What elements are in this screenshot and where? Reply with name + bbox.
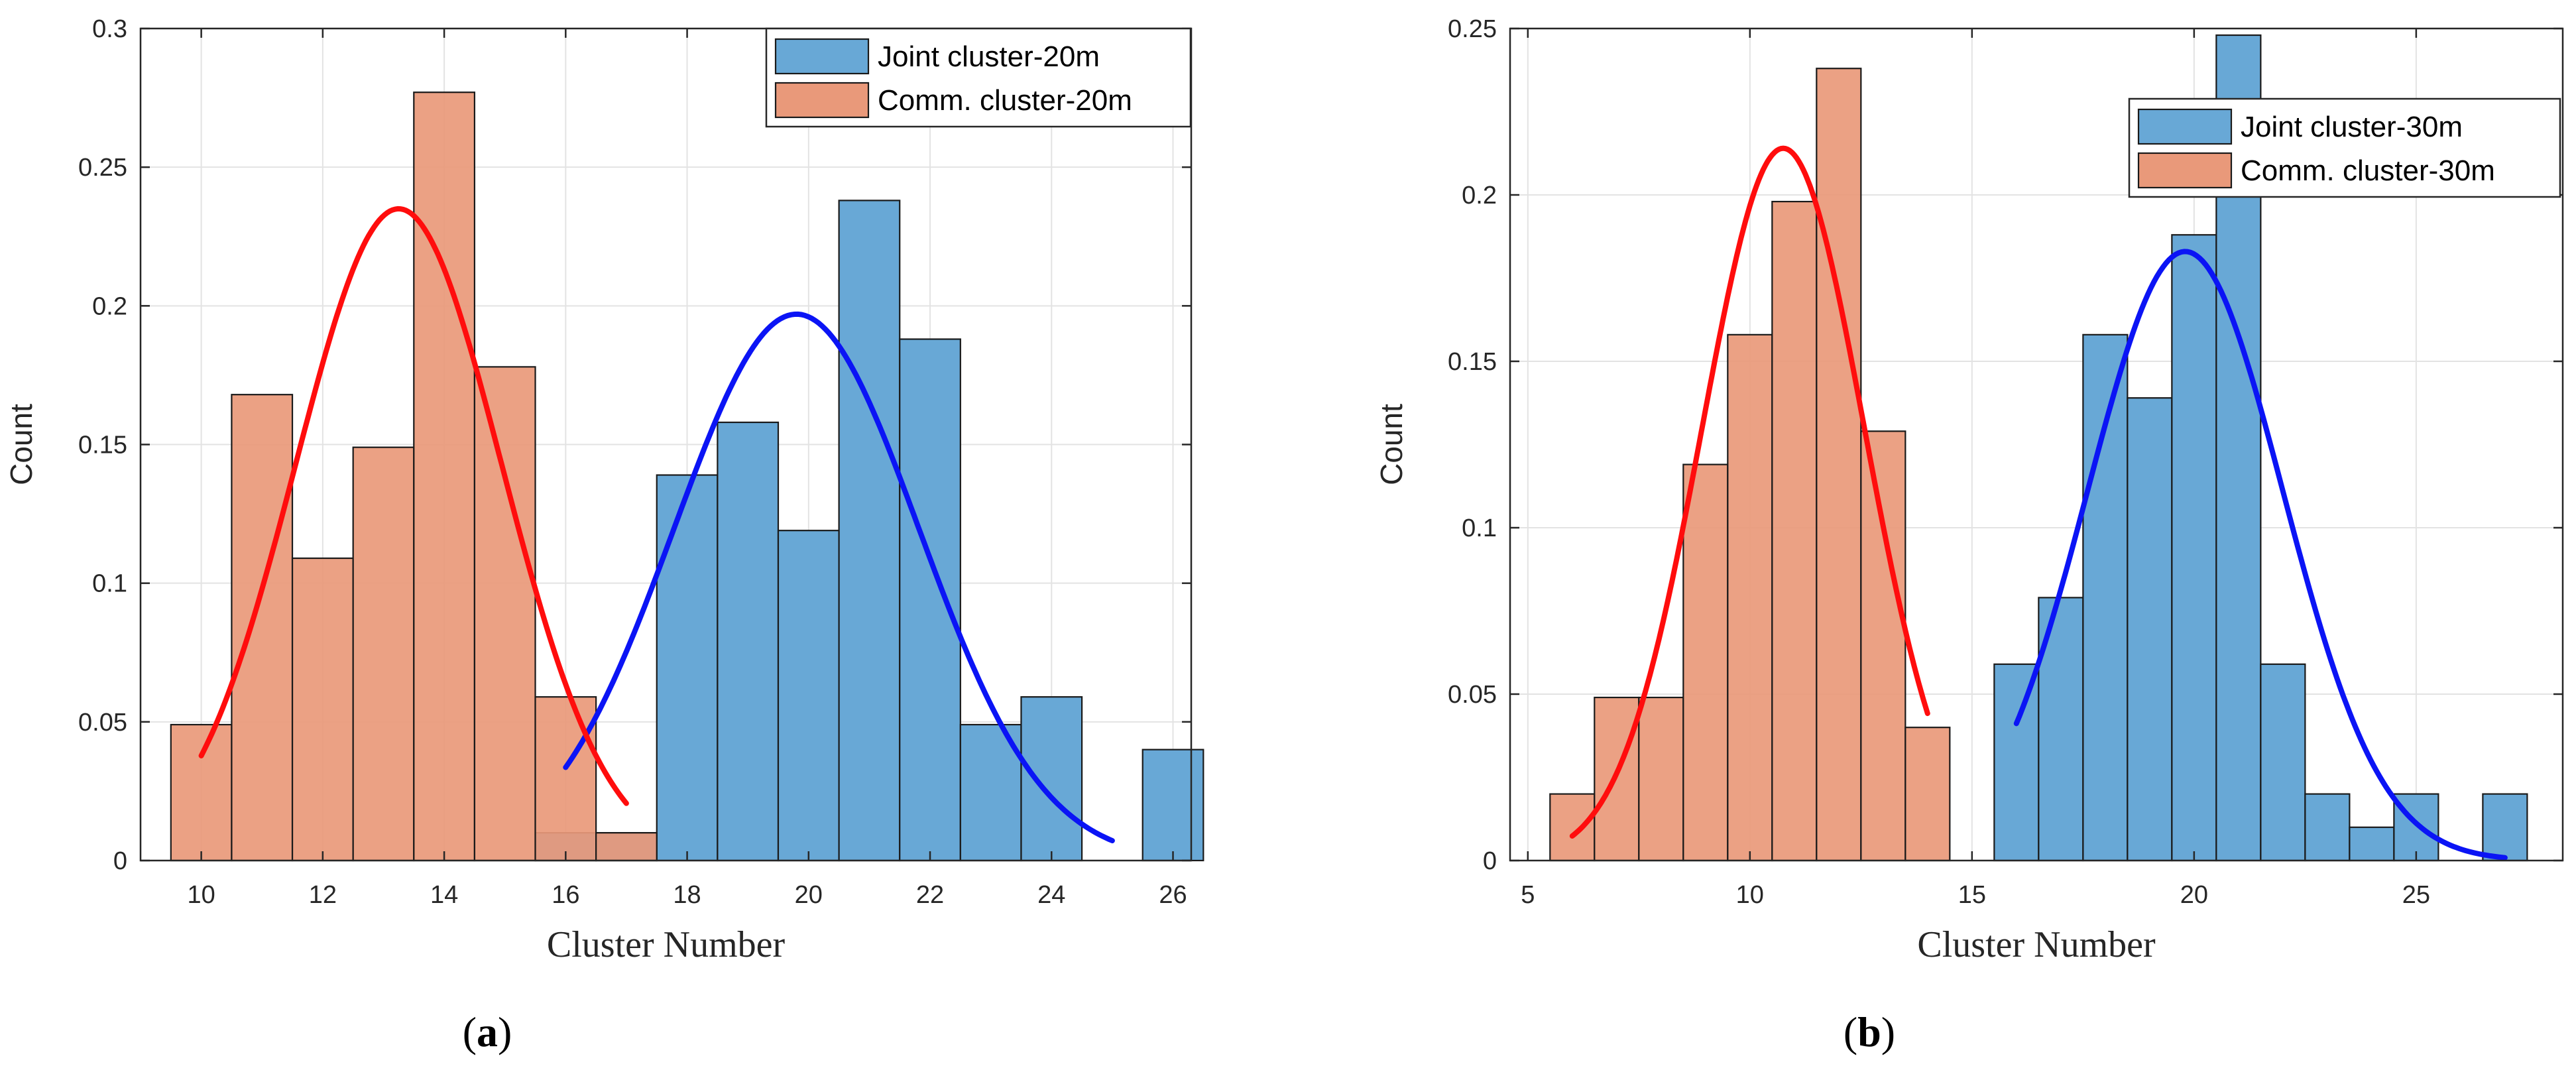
joint-bar (2349, 826, 2395, 862)
joint-bar (777, 530, 840, 862)
y-tick-label: 0 (1483, 847, 1497, 875)
joint-bar (2171, 234, 2217, 862)
panel-subtitle: (a) (463, 1008, 512, 1055)
panel-b-histogram: 5 10 15 20 25 0 0.05 0.1 0.15 0.2 0.25 Cluster Numb… (1374, 15, 2564, 1055)
comm-bar (352, 446, 415, 862)
comm-legend-label: Comm. cluster-20m (878, 84, 1132, 117)
y-tick-label: 0.25 (1448, 15, 1497, 43)
comm-bar (291, 557, 354, 862)
joint-bars (534, 200, 1204, 862)
y-tick-label: 0.05 (1448, 681, 1497, 709)
y-tick-label: 0.1 (92, 570, 127, 598)
joint-bar (1020, 696, 1083, 862)
comm-bars (1549, 68, 1951, 862)
comm-bar (1771, 200, 1818, 862)
joint-legend-label: Joint cluster-30m (2241, 111, 2463, 143)
joint-fit-curve (2013, 249, 2508, 861)
y-tick-label: 0.2 (1462, 182, 1497, 209)
comm-bar (1549, 793, 1596, 862)
x-axis-label: Cluster Number (1917, 924, 2156, 965)
joint-fit-curve (563, 311, 1115, 843)
comm-bar (413, 91, 476, 862)
joint-bar (656, 474, 719, 862)
joint-bars (1993, 34, 2528, 862)
y-tick-label: 0.2 (92, 292, 127, 320)
x-tick-label: 10 (187, 881, 215, 909)
comm-bar (473, 366, 536, 862)
x-tick-label: 24 (1037, 881, 1065, 909)
y-axis-label: Count (4, 404, 38, 485)
x-tick-label: 16 (552, 881, 579, 909)
joint-legend-label: Joint cluster-20m (878, 40, 1100, 73)
y-axis-label: Count (1374, 404, 1409, 485)
x-tick-label: 12 (309, 881, 337, 909)
comm-bar (170, 723, 233, 862)
joint-bar (2082, 333, 2129, 862)
joint-bar (899, 338, 961, 862)
x-tick-label: 15 (1958, 881, 1986, 909)
x-tick-label: 10 (1736, 881, 1764, 909)
joint-bar (2127, 397, 2173, 862)
comm-bar (1904, 727, 1951, 862)
x-axis-label: Cluster Number (547, 924, 786, 965)
legend: Joint cluster-30m Comm. cluster-30m (2128, 97, 2561, 198)
comm-bar (1638, 696, 1684, 862)
comm-bar (1727, 333, 1773, 862)
joint-bar (2260, 663, 2306, 862)
x-tick-label: 5 (1521, 881, 1535, 909)
comm-bar (1682, 463, 1729, 862)
y-tick-label: 0 (113, 847, 127, 875)
comm-legend-swatch (2137, 152, 2233, 189)
x-tick-label: 26 (1159, 881, 1187, 909)
comm-legend-label: Comm. cluster-30m (2241, 154, 2495, 187)
joint-bar (717, 421, 780, 862)
x-tick-label: 25 (2402, 881, 2430, 909)
comm-fit-curve (198, 206, 629, 806)
joint-bar (1142, 748, 1204, 862)
ticks: 5 10 15 20 25 0 0.05 0.1 0.15 0.2 0.25 (1448, 15, 2563, 909)
joint-bar (838, 200, 901, 862)
x-tick-label: 18 (673, 881, 701, 909)
joint-legend-swatch (774, 38, 870, 75)
joint-bar (2304, 793, 2351, 862)
comm-bar (1816, 68, 1862, 862)
x-tick-label: 20 (795, 881, 823, 909)
comm-legend-swatch (774, 82, 870, 119)
y-tick-label: 0.25 (78, 154, 127, 182)
comm-fit-curve (1569, 145, 1930, 839)
joint-legend-swatch (2137, 108, 2233, 145)
comm-bar (1860, 430, 1906, 862)
panel-subtitle: (b) (1844, 1008, 1895, 1055)
y-tick-label: 0.15 (78, 432, 127, 459)
comm-bar (534, 696, 597, 862)
x-tick-label: 14 (430, 881, 458, 909)
panel-a-histogram: 10 12 14 16 18 20 22 24 26 0 0.05 0.1 0.15 0.2 0.25 0.3… (4, 15, 1204, 1055)
x-tick-label: 20 (2180, 881, 2208, 909)
y-tick-label: 0.3 (92, 15, 127, 43)
y-tick-label: 0.05 (78, 709, 127, 737)
joint-bar (2482, 793, 2528, 862)
comm-bars (170, 91, 658, 862)
y-tick-label: 0.15 (1448, 348, 1497, 376)
comm-bar (595, 832, 658, 862)
axes-box (1509, 27, 2564, 862)
legend: Joint cluster-20m Comm. cluster-20m (765, 27, 1192, 128)
joint-bar (1993, 663, 2040, 862)
ticks: 10 12 14 16 18 20 22 24 26 0 0.05 0.1 0.15 0.2 0.25 0.3 (78, 15, 1191, 909)
x-tick-label: 22 (916, 881, 944, 909)
y-tick-label: 0.1 (1462, 514, 1497, 542)
comm-bar (231, 394, 294, 862)
